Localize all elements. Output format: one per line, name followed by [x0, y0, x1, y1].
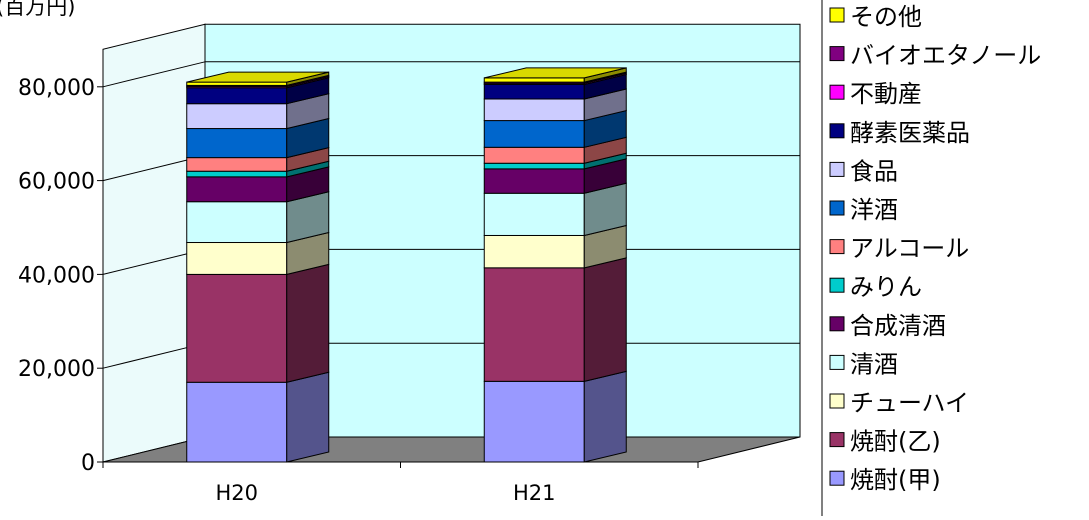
bar-segment — [186, 371, 330, 463]
legend-swatch — [829, 393, 845, 409]
bar-top — [484, 67, 627, 79]
bar-segment — [186, 117, 330, 159]
bar-segment-front — [483, 77, 585, 83]
y-tick-label: 0 — [81, 451, 95, 476]
legend: その他バイオエタノール不動産酵素医薬品食品洋酒アルコールみりん合成清酒清酒チュー… — [821, 0, 1041, 516]
bar-segment-front — [186, 87, 288, 105]
legend-item: バイオエタノール — [829, 42, 1041, 70]
y-tick-label: 60,000 — [18, 170, 95, 195]
bar-segment — [483, 158, 627, 194]
bar-segment — [483, 224, 627, 269]
bar-segment-front — [186, 170, 288, 178]
bar-segment-front — [483, 267, 585, 382]
legend-item: 清酒 — [829, 350, 898, 378]
legend-swatch — [829, 7, 845, 23]
legend-label: 焼酎(乙) — [850, 428, 941, 456]
bars — [186, 67, 627, 463]
legend-item: 洋酒 — [829, 196, 898, 224]
x-tick-label: H20 — [215, 481, 258, 505]
legend-item: みりん — [829, 273, 922, 301]
bar-segment — [186, 146, 330, 172]
bar-segment — [186, 263, 330, 383]
bar-stack-H21 — [483, 67, 627, 463]
legend-item: 不動産 — [829, 80, 922, 108]
legend-label: その他 — [850, 3, 922, 31]
legend-item: チューハイ — [829, 389, 969, 417]
x-axis: H20 H21 — [102, 461, 699, 505]
bar-segment-front — [483, 98, 585, 122]
legend-swatch — [829, 432, 845, 448]
y-tick-label: 80,000 — [18, 76, 95, 101]
bar-segment-front — [186, 176, 288, 203]
bar-segment-front — [483, 162, 585, 170]
legend-swatch — [829, 470, 845, 486]
legend-swatch — [829, 354, 845, 370]
legend-label: 清酒 — [850, 350, 898, 378]
bar-segment-front — [186, 201, 288, 244]
bar-segment-front — [186, 103, 288, 130]
y-tick-label: 40,000 — [18, 263, 95, 288]
legend-swatch — [829, 46, 845, 62]
bar-segment-front — [483, 234, 585, 269]
bar-segment — [483, 257, 627, 382]
bar-segment-front — [483, 120, 585, 148]
bar-segment — [186, 77, 330, 105]
bar-segment-front — [186, 128, 288, 159]
legend-swatch — [829, 123, 845, 139]
bar-segment — [483, 370, 627, 463]
legend-item: 食品 — [829, 157, 898, 185]
bar-segment-side — [286, 263, 330, 383]
legend-swatch — [829, 316, 845, 332]
bar-segment — [483, 88, 627, 122]
legend-label: みりん — [850, 273, 922, 301]
legend-item: 合成清酒 — [829, 312, 946, 340]
bar-segment — [186, 191, 330, 244]
legend-label: アルコール — [850, 235, 969, 263]
bar-segment — [483, 136, 627, 164]
legend-label: バイオエタノール — [850, 42, 1041, 70]
bar-segment-front — [186, 242, 288, 275]
legend-label: 食品 — [850, 157, 898, 185]
gridline-side — [102, 61, 206, 88]
x-tick-label: H21 — [513, 481, 556, 505]
bar-stack-H20 — [186, 71, 330, 463]
bar-segment-side — [286, 371, 330, 463]
y-tick-label: 20,000 — [18, 357, 95, 382]
bar-segment-front — [186, 273, 288, 383]
legend-swatch — [829, 200, 845, 216]
bar-segment-front — [483, 146, 585, 164]
legend-label: 焼酎(甲) — [850, 466, 941, 494]
unit-label: (百万円) — [0, 0, 75, 19]
bar-segment — [186, 231, 330, 276]
bar-top — [186, 71, 329, 83]
y-axis: 0 20,000 40,000 60,000 80,000 — [18, 49, 104, 476]
bar-segment-front — [483, 83, 585, 100]
legend-label: 酵素医薬品 — [850, 119, 970, 147]
bar-segment-side — [583, 370, 627, 463]
bar-segment-front — [186, 157, 288, 172]
bar-segment — [483, 109, 627, 148]
bar-segment-front — [483, 380, 585, 463]
bar-segment-side — [583, 257, 627, 382]
legend-label: チューハイ — [850, 389, 969, 417]
bar-segment-front — [483, 192, 585, 236]
legend-swatch — [829, 277, 845, 293]
legend-label: 不動産 — [850, 80, 922, 108]
legend-item: 酵素医薬品 — [829, 119, 970, 147]
legend-item: その他 — [829, 3, 922, 31]
legend-swatch — [829, 161, 845, 177]
legend-item: 焼酎(甲) — [829, 466, 941, 494]
legend-label: 合成清酒 — [850, 312, 946, 340]
legend-item: アルコール — [829, 235, 969, 263]
bar-segment-front — [186, 381, 288, 463]
bar-segment — [186, 93, 330, 130]
legend-item: 焼酎(乙) — [829, 428, 941, 456]
bar-segment — [483, 182, 627, 237]
bar-segment-front — [483, 168, 585, 194]
legend-swatch — [829, 239, 845, 255]
legend-label: 洋酒 — [850, 196, 898, 224]
legend-swatch — [829, 84, 845, 100]
